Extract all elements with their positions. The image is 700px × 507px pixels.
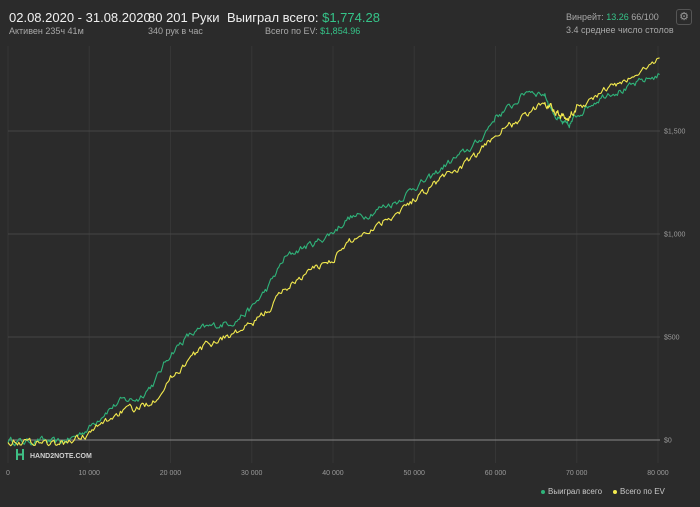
winrate-suffix: 66/100: [631, 12, 659, 22]
x-tick-label: 0: [6, 470, 10, 477]
hands-count: 80 201 Руки: [148, 10, 220, 25]
total-ev: Всего по EV: $1,854.96: [265, 26, 360, 36]
legend-item-won[interactable]: Выиграл всего: [541, 487, 602, 496]
x-tick-label: 20 000: [160, 470, 182, 477]
y-tick-label: $500: [664, 335, 680, 342]
total-won: Выиграл всего: $1,774.28: [227, 10, 380, 25]
header: 02.08.2020 - 31.08.2020 Активен 235ч 41м…: [0, 0, 700, 44]
legend-swatch-won: [541, 489, 545, 494]
avg-tables: 3.4 среднее число столов: [566, 25, 674, 35]
x-tick-label: 70 000: [566, 470, 588, 477]
watermark-text: HAND2NOTE.COM: [30, 453, 92, 460]
y-tick-label: $1,000: [664, 232, 686, 239]
total-won-value: $1,774.28: [322, 10, 380, 25]
x-tick-label: 80 000: [647, 470, 669, 477]
watermark: HAND2NOTE.COM: [16, 449, 92, 460]
legend-swatch-ev: [613, 489, 617, 494]
y-tick-label: $0: [664, 438, 672, 445]
y-tick-label: $1,500: [664, 129, 686, 136]
legend-label-ev: Всего по EV: [620, 487, 665, 496]
x-tick-label: 40 000: [322, 470, 344, 477]
winrate: Винрейт: 13.26 66/100: [566, 12, 659, 22]
grid: [7, 46, 660, 463]
h2n-logo-icon: [16, 449, 24, 460]
total-won-label: Выиграл всего:: [227, 10, 319, 25]
x-tick-label: 50 000: [404, 470, 426, 477]
x-tick-label: 10 000: [79, 470, 101, 477]
legend-label-won: Выиграл всего: [548, 487, 603, 496]
winrate-label: Винрейт:: [566, 12, 604, 22]
series-lines: [7, 57, 660, 447]
active-time: Активен 235ч 41м: [9, 26, 84, 36]
x-tick-label: 30 000: [241, 470, 263, 477]
x-tick-label: 60 000: [485, 470, 507, 477]
hands-per-hour: 340 рук в час: [148, 26, 203, 36]
series-line-ev: [7, 57, 660, 447]
series-line-won: [7, 73, 660, 447]
y-axis-labels: $0 $500 $1,000 $1,500: [664, 129, 686, 445]
gear-icon[interactable]: ⚙: [676, 9, 692, 25]
winrate-value: 13.26: [606, 12, 629, 22]
total-ev-value: $1,854.96: [320, 26, 361, 36]
total-ev-label: Всего по EV:: [265, 26, 318, 36]
x-axis-labels: 0 10 000 20 000 30 000 40 000 50 000 60 000 70 …: [6, 470, 669, 477]
date-range[interactable]: 02.08.2020 - 31.08.2020: [9, 10, 151, 25]
legend-item-ev[interactable]: Всего по EV: [613, 487, 665, 496]
